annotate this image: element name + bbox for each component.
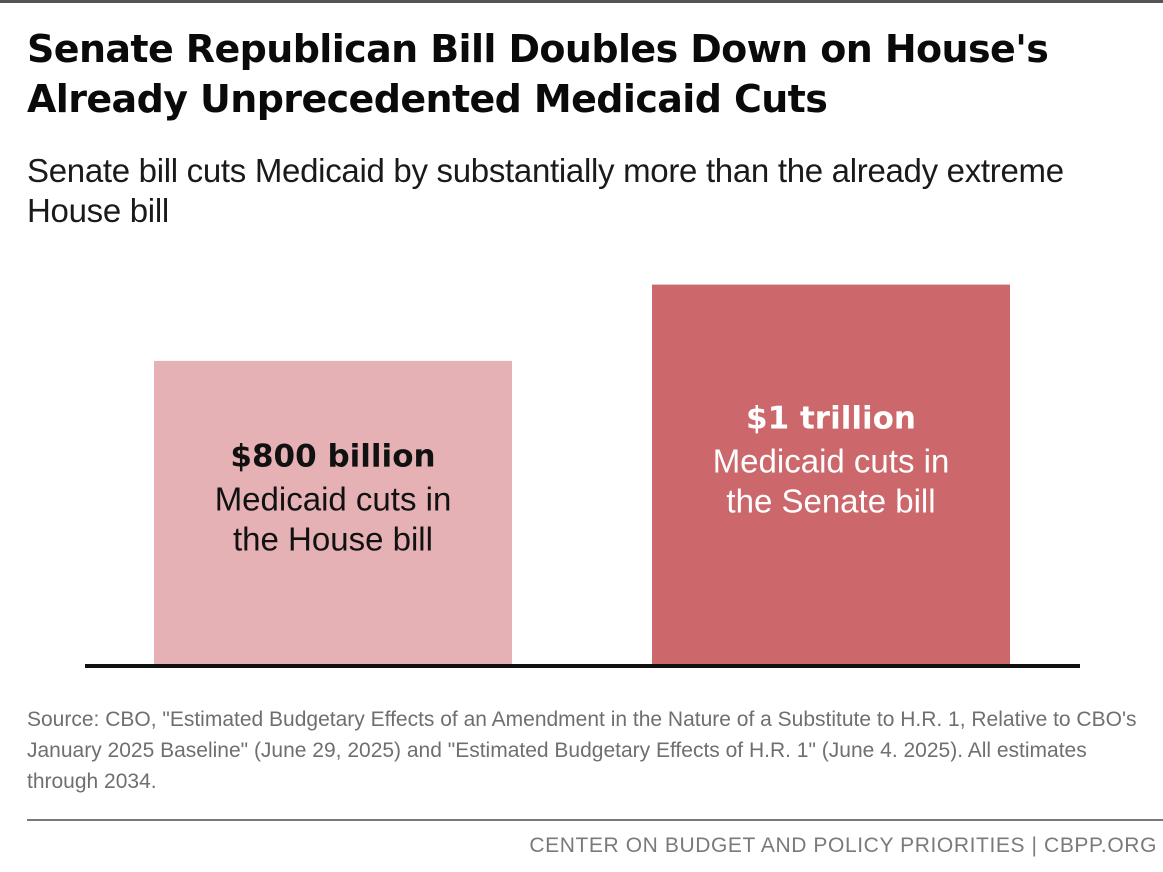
- bar-value-label: $1 trillion: [746, 400, 916, 436]
- chart-subtitle: Senate bill cuts Medicaid by substantial…: [27, 152, 1064, 229]
- bar-house-bill: [154, 360, 512, 666]
- footer-credit: CENTER ON BUDGET AND POLICY PRIORITIES |…: [529, 834, 1157, 857]
- bar-description-label: Medicaid cuts in: [713, 442, 950, 479]
- top-rule: [0, 0, 1163, 3]
- bar-description-label: the House bill: [233, 520, 433, 557]
- chart-title: Senate Republican Bill Doubles Down on H…: [27, 27, 1049, 121]
- bar-description-label: the Senate bill: [726, 482, 935, 519]
- source-note: Source: CBO, "Estimated Budgetary Effect…: [27, 708, 1137, 793]
- bar-senate-bill: [652, 284, 1010, 666]
- bar-value-label: $800 billion: [230, 438, 435, 474]
- bar-description-label: Medicaid cuts in: [215, 480, 452, 517]
- footer-rule: [27, 819, 1163, 821]
